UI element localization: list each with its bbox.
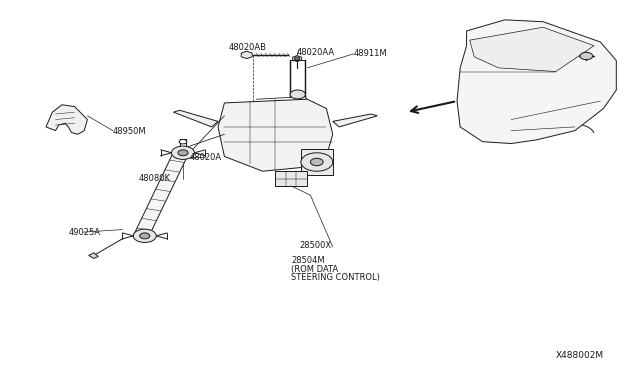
Text: 28500X: 28500X bbox=[300, 241, 332, 250]
Polygon shape bbox=[457, 20, 616, 144]
Circle shape bbox=[140, 233, 150, 239]
Text: 48911M: 48911M bbox=[354, 49, 387, 58]
Text: 48020AB: 48020AB bbox=[229, 43, 267, 52]
Circle shape bbox=[310, 158, 323, 166]
Text: 48020A: 48020A bbox=[189, 153, 221, 162]
Circle shape bbox=[294, 57, 300, 60]
Text: STEERING CONTROL): STEERING CONTROL) bbox=[291, 273, 380, 282]
Polygon shape bbox=[275, 171, 307, 186]
Polygon shape bbox=[301, 149, 333, 175]
Polygon shape bbox=[241, 51, 252, 59]
Polygon shape bbox=[333, 114, 378, 127]
Circle shape bbox=[301, 153, 333, 171]
Text: 49025A: 49025A bbox=[68, 228, 100, 237]
Polygon shape bbox=[89, 253, 99, 259]
Circle shape bbox=[290, 90, 305, 99]
Polygon shape bbox=[46, 105, 88, 134]
Text: X488002M: X488002M bbox=[556, 350, 604, 360]
Polygon shape bbox=[292, 56, 301, 62]
Polygon shape bbox=[173, 110, 218, 127]
Circle shape bbox=[172, 146, 195, 160]
Polygon shape bbox=[133, 151, 188, 239]
Circle shape bbox=[580, 52, 593, 60]
Circle shape bbox=[133, 229, 156, 243]
Text: 48950M: 48950M bbox=[113, 127, 147, 136]
Text: 48080K: 48080K bbox=[138, 174, 170, 183]
Text: (ROM DATA: (ROM DATA bbox=[291, 264, 339, 273]
Circle shape bbox=[179, 140, 187, 144]
Polygon shape bbox=[218, 99, 333, 171]
Circle shape bbox=[178, 150, 188, 156]
Polygon shape bbox=[470, 27, 594, 71]
Text: 28504M: 28504M bbox=[291, 256, 325, 265]
Text: 48020AA: 48020AA bbox=[296, 48, 335, 57]
